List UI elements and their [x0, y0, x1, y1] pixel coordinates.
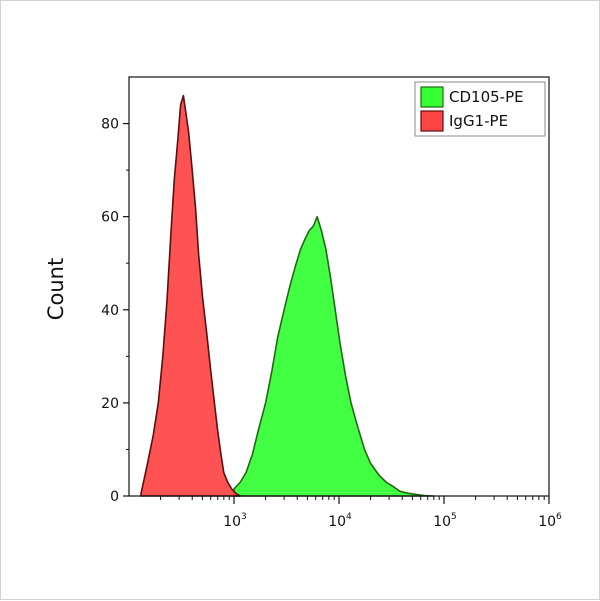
y-tick-label-40: 40 — [101, 303, 119, 319]
series-igg1-pe-histogram — [140, 94, 242, 497]
x-tick-label-3: 103 — [223, 512, 247, 530]
series-cd105-pe-histogram — [233, 215, 435, 497]
y-tick-label-0: 0 — [110, 489, 119, 505]
legend-label-igg1-pe: IgG1-PE — [449, 112, 508, 130]
x-tick-label-5: 105 — [433, 512, 457, 530]
y-tick-label-80: 80 — [101, 117, 119, 133]
y-tick-label-60: 60 — [101, 210, 119, 226]
legend-swatch-cd105-pe — [420, 86, 444, 108]
legend-label-cd105-pe: CD105-PE — [449, 88, 524, 106]
y-axis-label: Count — [44, 258, 68, 320]
x-tick-label-6: 106 — [538, 512, 562, 530]
legend-swatch-igg1-pe — [420, 110, 444, 132]
y-tick-label-20: 20 — [101, 396, 119, 412]
x-tick-label-4: 104 — [328, 512, 352, 530]
